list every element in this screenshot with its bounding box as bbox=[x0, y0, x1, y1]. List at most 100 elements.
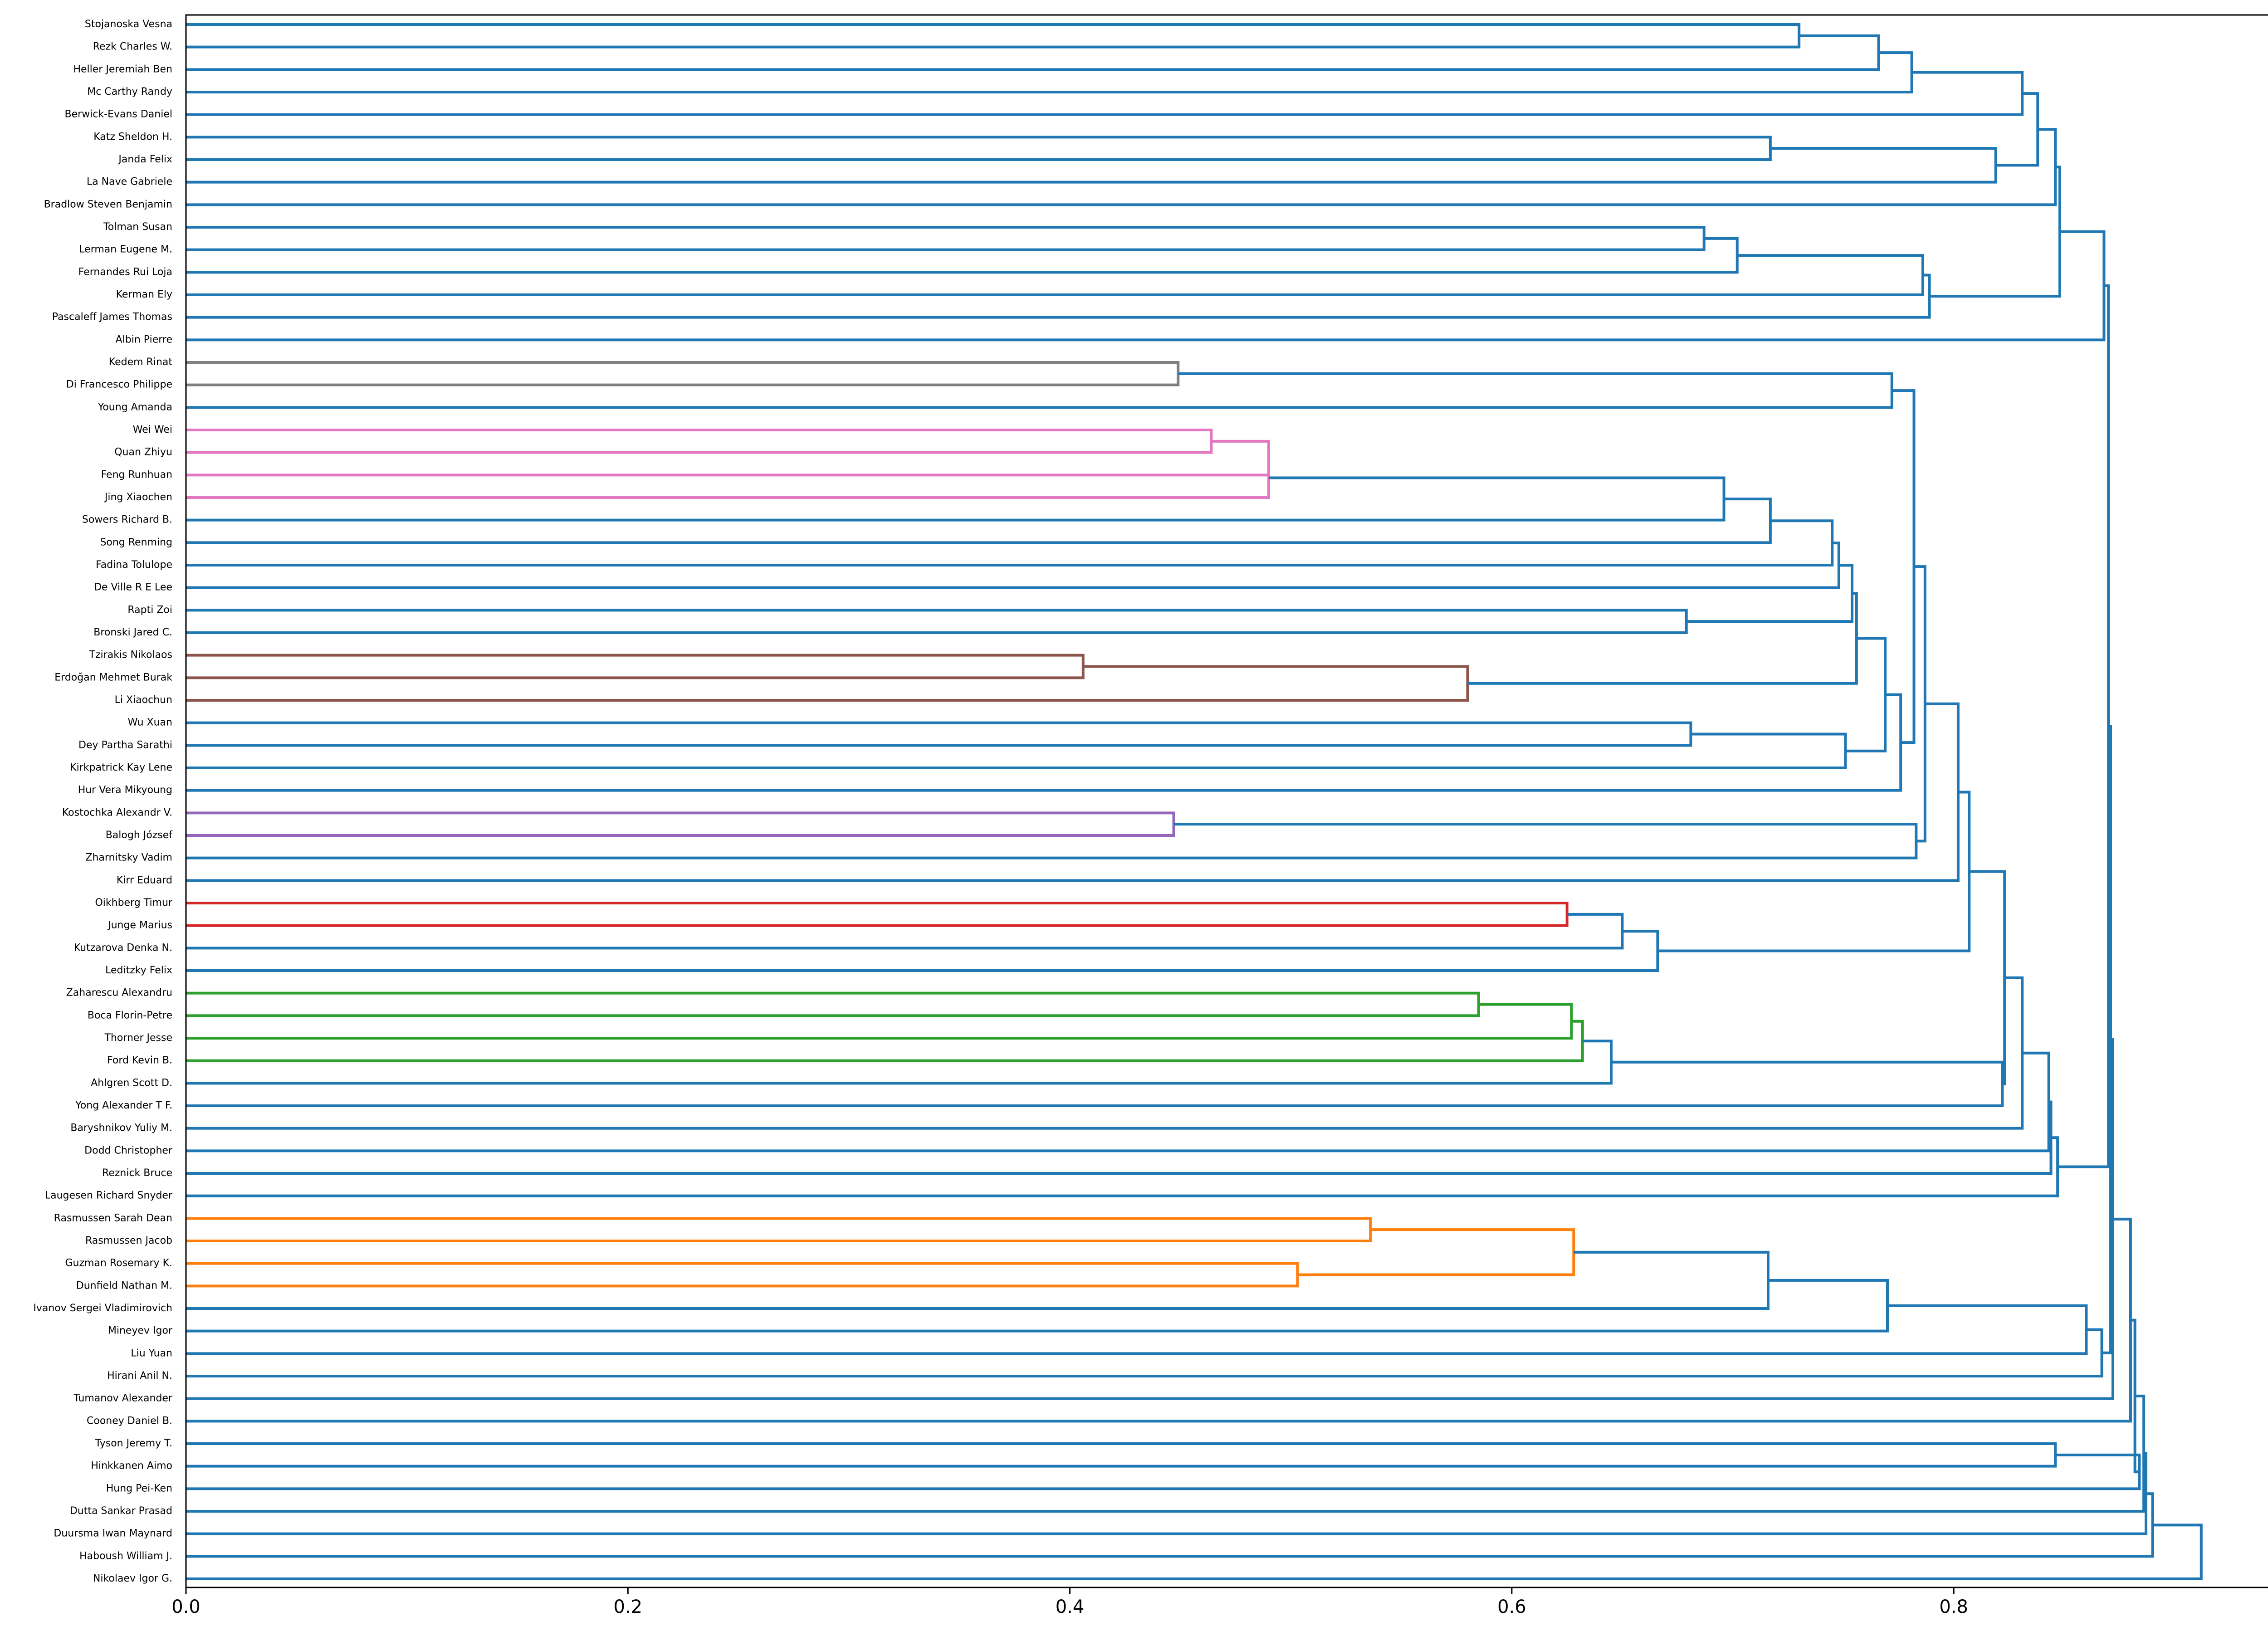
x-axis: 0.0 0.2 0.4 0.6 0.8 bbox=[171, 1587, 1968, 1617]
leaf-label: Jing Xiaochen bbox=[104, 492, 172, 503]
dendrogram-link bbox=[186, 930, 1659, 972]
leaf-label: Liu Yuan bbox=[131, 1348, 172, 1359]
dendrogram-link bbox=[186, 1217, 2132, 1423]
dendrogram-link bbox=[186, 823, 1918, 859]
leaf-label: Tzirakis Nikolaos bbox=[89, 649, 172, 661]
leaf-label: Balogh József bbox=[106, 830, 173, 841]
leaf-label: Baryshnikov Yuliy M. bbox=[70, 1123, 172, 1134]
leaf-label: Dey Partha Sarathi bbox=[78, 739, 172, 751]
dendrogram-link bbox=[186, 1217, 1372, 1242]
leaf-label: Zharnitsky Vadim bbox=[85, 852, 172, 864]
leaf-label: Bradlow Steven Benjamin bbox=[44, 199, 172, 210]
leaf-label: Berwick-Evans Daniel bbox=[65, 109, 172, 120]
leaf-label: Feng Runhuan bbox=[101, 469, 172, 480]
x-tick-label: 0.4 bbox=[1056, 1597, 1085, 1617]
leaf-labels: Stojanoska Vesna Rezk Charles W. Heller Je… bbox=[33, 19, 173, 1584]
leaf-label: Hung Pei-Ken bbox=[106, 1483, 172, 1494]
dendrogram-link bbox=[186, 439, 1271, 477]
dendrogram-link bbox=[186, 458, 1271, 499]
leaf-label: Mc Carthy Randy bbox=[87, 86, 172, 98]
dendrogram-link bbox=[2058, 284, 2110, 1168]
leaf-label: Hur Vera Mikyoung bbox=[78, 785, 172, 796]
leaf-label: Young Amanda bbox=[98, 401, 172, 413]
dendrogram-link bbox=[186, 1136, 2059, 1197]
leaf-label: Oikhberg Timur bbox=[95, 897, 172, 908]
leaf-label: Sowers Richard B. bbox=[82, 514, 172, 526]
leaf-label: Cooney Daniel B. bbox=[87, 1415, 172, 1426]
x-tick-label: 0.0 bbox=[171, 1597, 200, 1617]
leaf-label: Dodd Christopher bbox=[84, 1145, 173, 1156]
leaf-label: Dutta Sankar Prasad bbox=[70, 1505, 172, 1517]
leaf-label: Ahlgren Scott D. bbox=[91, 1077, 172, 1089]
x-tick-label: 0.6 bbox=[1497, 1597, 1526, 1617]
leaf-label: Hirani Anil N. bbox=[107, 1370, 172, 1382]
leaf-label: Kedem Rinat bbox=[109, 356, 173, 368]
dendrogram-link bbox=[186, 23, 1801, 49]
leaf-label: Ford Kevin B. bbox=[107, 1055, 172, 1066]
leaf-label: Duursma Iwan Maynard bbox=[54, 1528, 172, 1539]
dendrogram-link bbox=[2102, 725, 2112, 1354]
leaf-label: Song Renming bbox=[100, 537, 172, 548]
leaf-label: Mineyev Igor bbox=[108, 1325, 173, 1337]
dendrogram-link bbox=[1297, 1228, 1575, 1276]
dendrogram-link bbox=[186, 1262, 1299, 1288]
dendrogram-link bbox=[186, 1442, 2057, 1468]
leaf-label: Junge Marius bbox=[107, 920, 172, 931]
dendrogram-link bbox=[1845, 637, 1887, 752]
leaf-label: Ivanov Sergei Vladimirovich bbox=[33, 1303, 172, 1314]
x-tick-label: 0.2 bbox=[613, 1597, 642, 1617]
dendrogram-link bbox=[186, 128, 2057, 206]
leaf-label: De Ville R E Lee bbox=[94, 582, 172, 593]
dendrogram-link bbox=[186, 665, 1469, 702]
x-tick-label: 0.8 bbox=[1939, 1597, 1968, 1617]
leaf-label: Kostochka Alexandr V. bbox=[62, 807, 172, 818]
leaf-label: Erdoğan Mehmet Burak bbox=[54, 672, 172, 683]
leaf-label: Tyson Jeremy T. bbox=[95, 1438, 172, 1449]
dendrogram-link bbox=[186, 237, 1739, 274]
dendrogram-link bbox=[186, 361, 1180, 386]
leaf-label: Bronski Jared C. bbox=[93, 627, 172, 638]
dendrogram-link bbox=[186, 693, 1902, 792]
dendrogram-link bbox=[186, 1394, 2146, 1513]
dendrogram-link bbox=[186, 1051, 2050, 1152]
leaf-label: Quan Zhiyu bbox=[114, 447, 172, 458]
dendrogram-link bbox=[186, 1040, 1613, 1085]
leaf-label: Stojanoska Vesna bbox=[85, 19, 172, 30]
leaf-label: Rasmussen Sarah Dean bbox=[54, 1212, 172, 1224]
dendrogram-link bbox=[186, 429, 1213, 454]
leaf-label: Guzman Rosemary K. bbox=[65, 1258, 172, 1269]
dendrogram-link bbox=[186, 273, 1931, 319]
leaf-label: Pascaleff James Thomas bbox=[52, 312, 172, 323]
dendrogram-link bbox=[1969, 870, 2006, 1085]
leaf-label: Fernandes Rui Loja bbox=[78, 266, 172, 278]
dendrogram-link bbox=[186, 254, 1924, 296]
dendrogram-link bbox=[186, 476, 1725, 522]
leaf-label: Leditzky Felix bbox=[105, 965, 172, 976]
leaf-label: Thorner Jesse bbox=[104, 1032, 173, 1044]
dendrogram-links bbox=[186, 23, 2203, 1580]
leaf-label: Katz Sheldon H. bbox=[93, 131, 172, 142]
leaf-label: Haboush William J. bbox=[79, 1550, 172, 1562]
dendrogram-link bbox=[186, 913, 1624, 950]
leaf-label: Janda Felix bbox=[117, 154, 172, 165]
dendrogram-link bbox=[1995, 92, 2039, 167]
leaf-label: Kirkpatrick Kay Lene bbox=[70, 762, 172, 773]
leaf-label: Tolman Susan bbox=[103, 221, 172, 233]
leaf-label: Rapti Zoi bbox=[127, 604, 172, 615]
dendrogram-link bbox=[186, 230, 2106, 342]
dendrogram-link bbox=[186, 721, 1692, 747]
leaf-label: Fadina Tolulope bbox=[96, 559, 172, 571]
dendrogram-link bbox=[186, 991, 1480, 1017]
dendrogram-link bbox=[186, 811, 1175, 837]
leaf-label: Yong Alexander T F. bbox=[75, 1100, 172, 1111]
dendrogram-link bbox=[1914, 565, 1926, 843]
leaf-label: Albin Pierre bbox=[116, 334, 172, 345]
dendrogram-link bbox=[186, 1492, 2154, 1558]
dendrogram-link bbox=[1686, 564, 1854, 623]
dendrogram-link bbox=[186, 34, 1880, 71]
leaf-label: Kirr Eduard bbox=[117, 874, 172, 886]
dendrogram-link bbox=[186, 1003, 1573, 1040]
dendrogram-link bbox=[1657, 791, 1971, 952]
leaf-label: Wu Xuan bbox=[128, 717, 172, 728]
dendrogram-link bbox=[186, 1250, 1769, 1310]
